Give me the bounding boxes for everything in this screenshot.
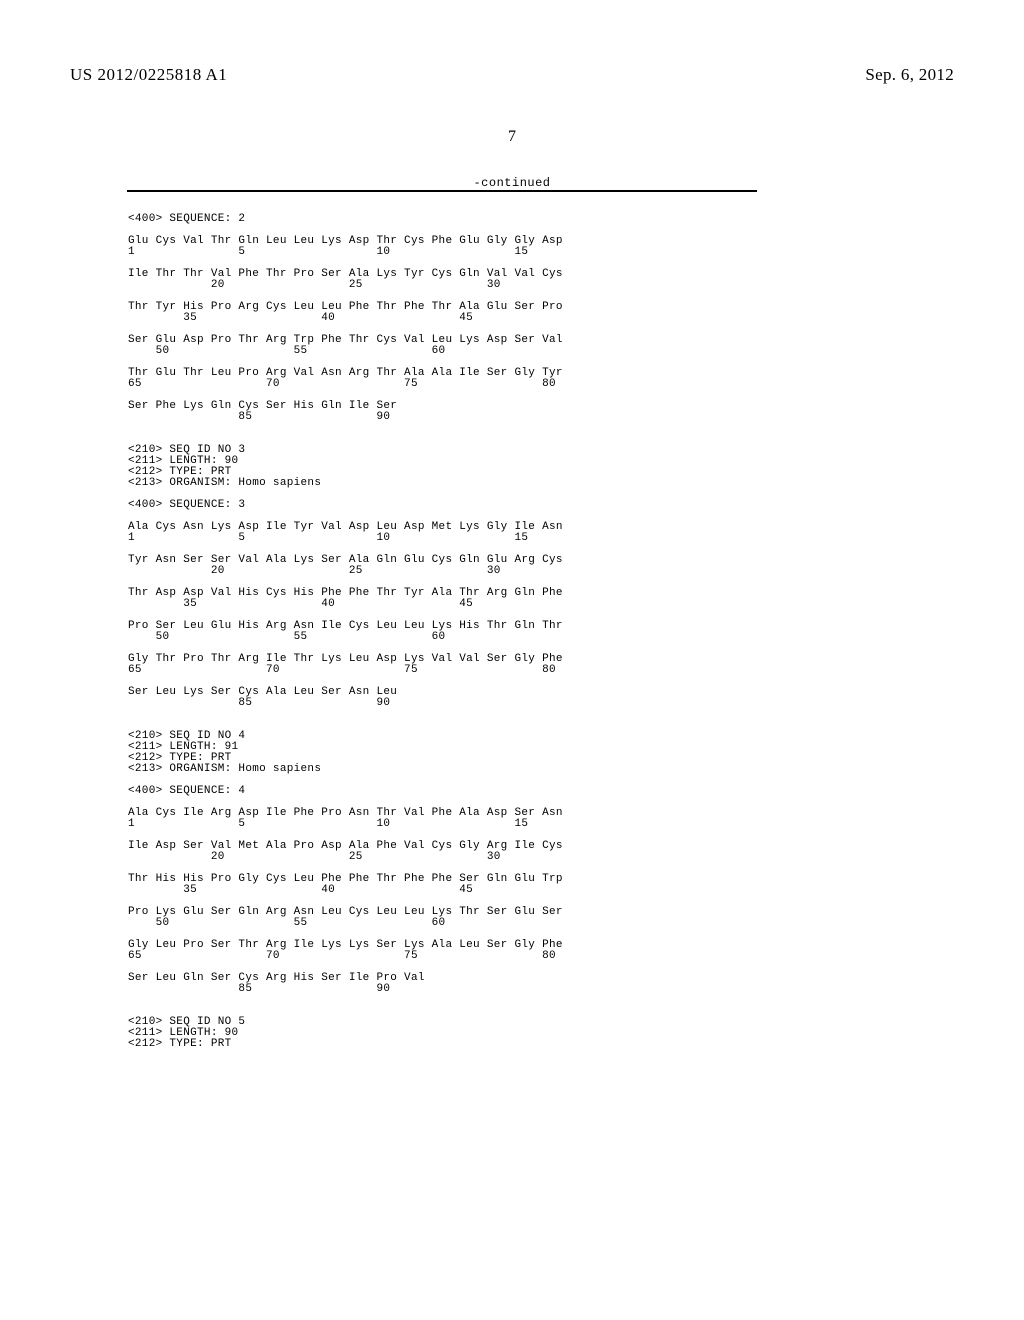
- sequence-listing: <400> SEQUENCE: 2 Glu Cys Val Thr Gln Le…: [128, 214, 563, 1050]
- publication-number: US 2012/0225818 A1: [70, 65, 227, 85]
- publication-date: Sep. 6, 2012: [865, 65, 954, 85]
- page-header: US 2012/0225818 A1 Sep. 6, 2012: [0, 65, 1024, 85]
- continued-label: -continued: [0, 176, 1024, 190]
- section-divider: [127, 190, 757, 192]
- page-number: 7: [0, 128, 1024, 146]
